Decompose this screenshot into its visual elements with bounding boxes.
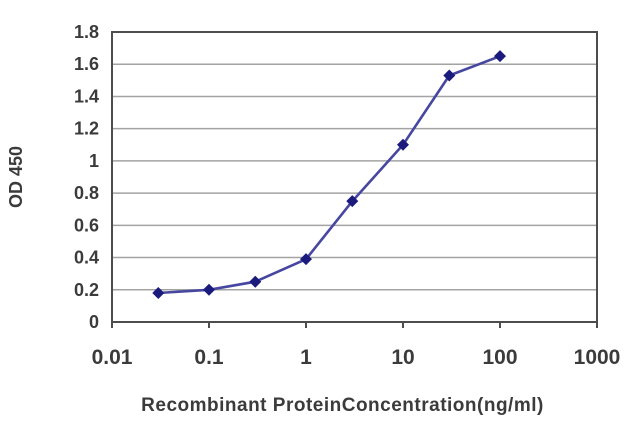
x-tick-label: 0.1 <box>194 346 224 369</box>
y-axis-title: OD 450 <box>6 146 26 208</box>
series-line <box>158 54 501 295</box>
y-tick-label: 1.6 <box>74 54 99 74</box>
y-tick-label: 0.2 <box>74 280 99 300</box>
x-tick-label: 1 <box>300 346 312 369</box>
y-tick-label: 0.4 <box>74 248 99 268</box>
y-tick-label: 0.8 <box>74 183 99 203</box>
y-tick-label: 1.8 <box>74 22 99 42</box>
data-point-marker <box>249 275 262 288</box>
data-point-marker <box>300 253 312 266</box>
data-point-marker <box>203 283 215 296</box>
x-tick-label: 1000 <box>574 346 621 369</box>
x-tick-label: 100 <box>482 346 517 369</box>
x-tick-label: 0.01 <box>92 346 133 369</box>
y-tick-label: 0.6 <box>74 215 99 235</box>
y-tick-label: 1 <box>89 151 99 171</box>
data-point-marker <box>152 287 165 299</box>
plot-border <box>111 31 598 323</box>
x-tick-label: 10 <box>391 346 414 369</box>
y-tick-label: 1.4 <box>74 86 99 106</box>
data-point-marker <box>494 50 506 63</box>
data-point-marker <box>346 195 359 208</box>
y-tick-label: 0 <box>89 312 99 332</box>
data-point-marker <box>397 138 409 151</box>
data-point-marker <box>443 69 456 82</box>
y-tick-label: 1.2 <box>74 119 99 139</box>
x-axis-title: Recombinant ProteinConcentration(ng/ml) <box>141 395 544 416</box>
